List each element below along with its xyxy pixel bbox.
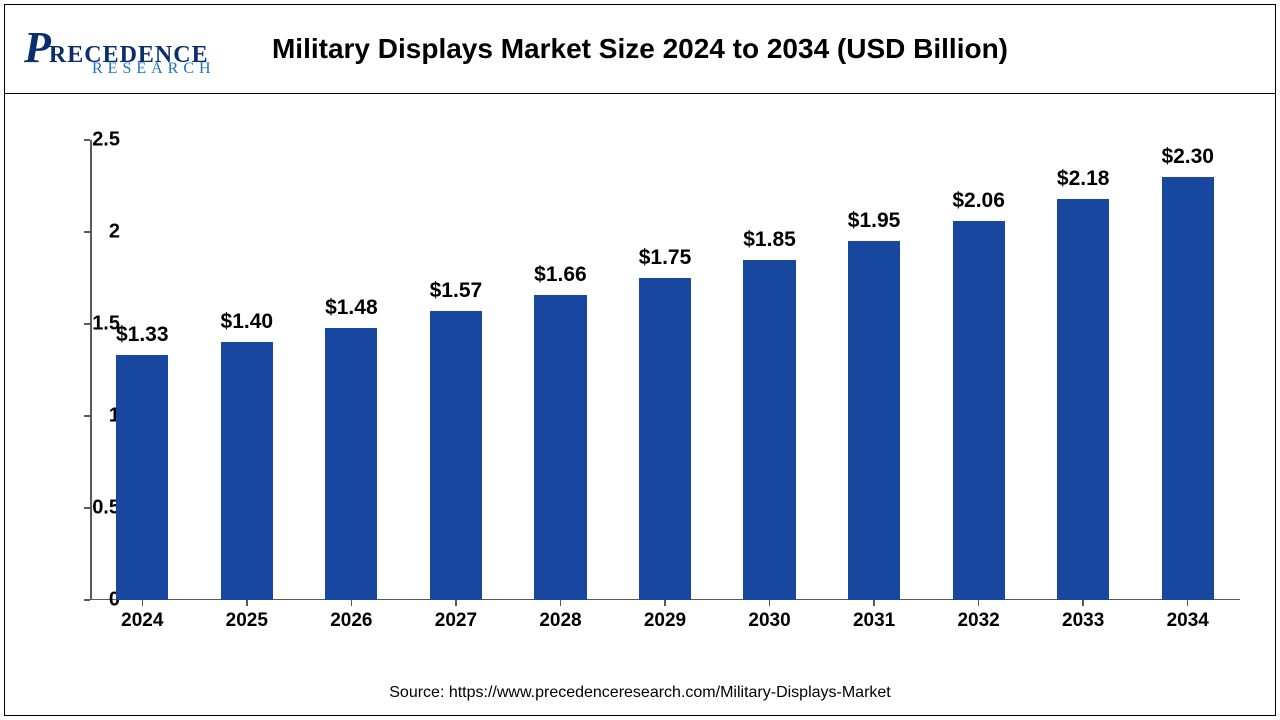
x-tick-mark xyxy=(769,600,771,606)
source-citation: Source: https://www.precedenceresearch.c… xyxy=(0,684,1280,702)
bar-value-label: $1.57 xyxy=(430,279,483,303)
x-tick-label: 2028 xyxy=(539,610,581,632)
x-tick-mark xyxy=(351,600,353,606)
y-tick-mark xyxy=(84,231,90,233)
x-tick-mark xyxy=(142,600,144,606)
chart-area: 00.511.522.5$1.332024$1.402025$1.482026$… xyxy=(50,120,1250,640)
x-tick-mark xyxy=(664,600,666,606)
bar xyxy=(953,221,1005,600)
bar-value-label: $1.66 xyxy=(534,263,587,287)
bar xyxy=(325,328,377,600)
bar xyxy=(534,295,586,600)
bar xyxy=(1162,177,1214,600)
bar-value-label: $1.85 xyxy=(743,228,796,252)
y-tick-mark xyxy=(84,323,90,325)
x-tick-label: 2027 xyxy=(435,610,477,632)
bar xyxy=(430,311,482,600)
x-tick-label: 2025 xyxy=(226,610,268,632)
bar xyxy=(743,260,795,600)
y-axis-line xyxy=(90,140,92,600)
bar-value-label: $1.75 xyxy=(639,246,692,270)
bar-value-label: $2.06 xyxy=(952,189,1005,213)
bar xyxy=(221,342,273,600)
x-tick-label: 2029 xyxy=(644,610,686,632)
bar xyxy=(1057,199,1109,600)
bar-value-label: $1.40 xyxy=(221,310,274,334)
y-tick-mark xyxy=(84,139,90,141)
x-tick-mark xyxy=(455,600,457,606)
bar xyxy=(639,278,691,600)
y-tick-mark xyxy=(84,415,90,417)
x-tick-mark xyxy=(1187,600,1189,606)
bar-value-label: $1.95 xyxy=(848,209,901,233)
x-tick-label: 2026 xyxy=(330,610,372,632)
x-tick-mark xyxy=(560,600,562,606)
logo-letter: P xyxy=(24,22,51,73)
y-tick-mark xyxy=(84,507,90,509)
x-tick-mark xyxy=(246,600,248,606)
bar-value-label: $1.33 xyxy=(116,323,169,347)
bar xyxy=(116,355,168,600)
bar-value-label: $1.48 xyxy=(325,296,378,320)
x-tick-label: 2034 xyxy=(1167,610,1209,632)
x-tick-label: 2024 xyxy=(121,610,163,632)
bar xyxy=(848,241,900,600)
x-tick-label: 2032 xyxy=(957,610,999,632)
header: P RECEDENCE RESEARCH Military Displays M… xyxy=(4,4,1276,94)
y-tick-mark xyxy=(84,599,90,601)
bar-value-label: $2.30 xyxy=(1161,145,1214,169)
logo-subtext: RESEARCH xyxy=(92,60,216,78)
x-tick-mark xyxy=(1082,600,1084,606)
x-tick-mark xyxy=(873,600,875,606)
x-tick-label: 2033 xyxy=(1062,610,1104,632)
x-tick-mark xyxy=(978,600,980,606)
bar-value-label: $2.18 xyxy=(1057,167,1110,191)
x-tick-label: 2031 xyxy=(853,610,895,632)
x-tick-label: 2030 xyxy=(748,610,790,632)
plot-region: 00.511.522.5$1.332024$1.402025$1.482026$… xyxy=(90,140,1240,600)
